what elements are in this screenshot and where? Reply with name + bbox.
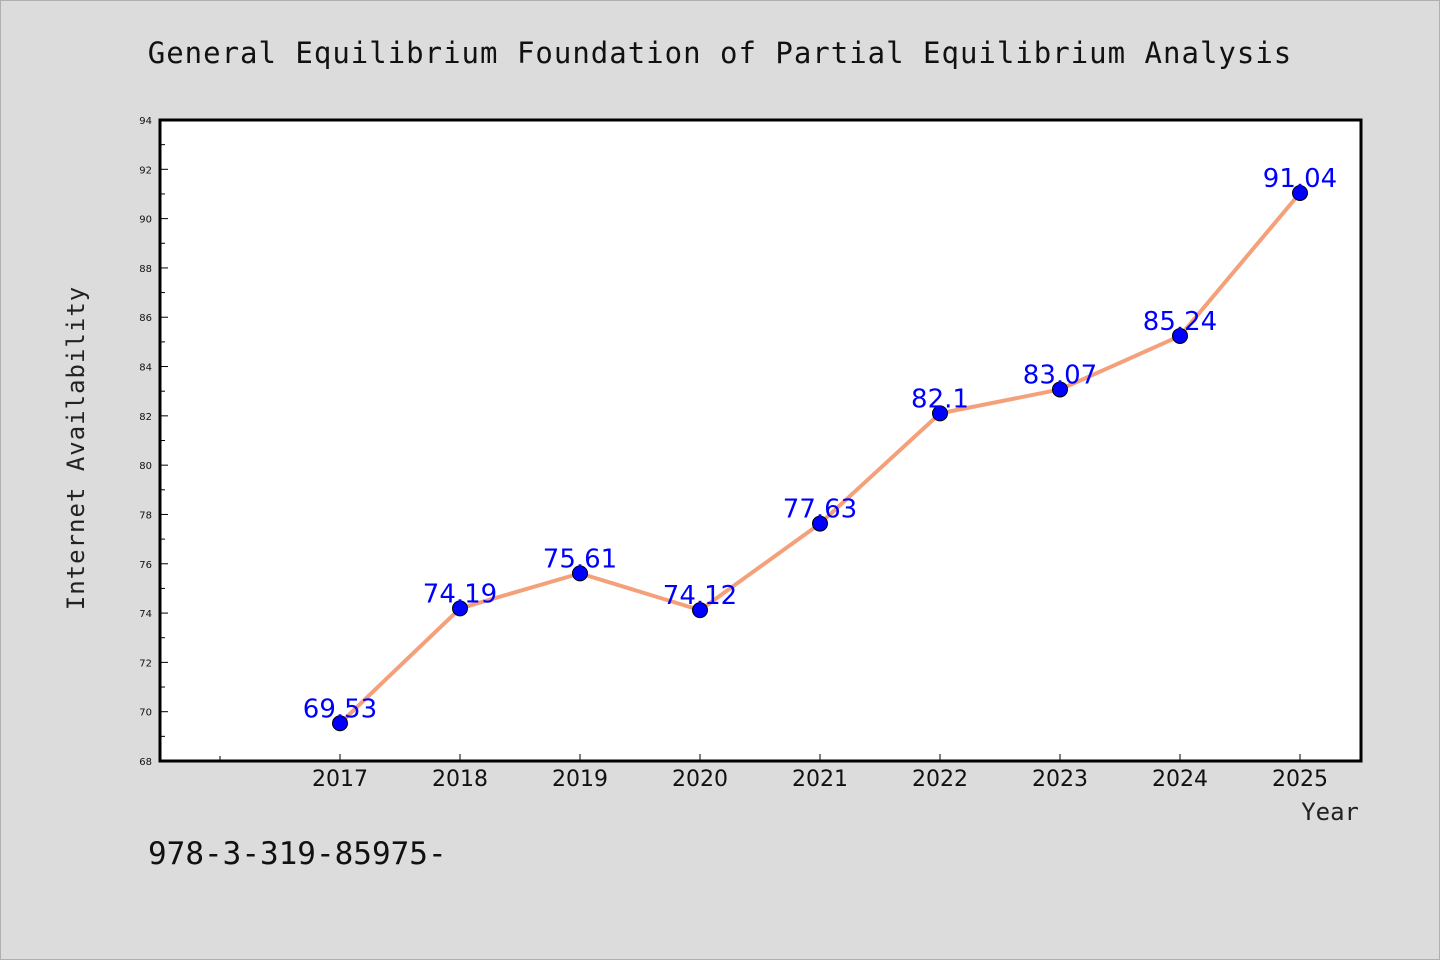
y-tick-label: 72 xyxy=(139,658,152,669)
y-tick-label: 76 xyxy=(139,560,152,571)
y-axis-label: Internet Availability xyxy=(62,286,90,610)
y-tick-label: 80 xyxy=(139,461,152,472)
data-markers xyxy=(332,184,1308,732)
y-tick-label: 78 xyxy=(139,510,152,521)
x-tick-label: 2017 xyxy=(312,767,368,792)
data-point xyxy=(332,715,348,732)
data-label: 83.07 xyxy=(1023,360,1097,390)
y-tick-label: 70 xyxy=(139,708,152,719)
chart-title: General Equilibrium Foundation of Partia… xyxy=(148,36,1293,70)
x-tick-label: 2023 xyxy=(1032,767,1088,792)
data-label: 85.24 xyxy=(1143,307,1217,337)
x-axis-label: Year xyxy=(1301,798,1359,826)
y-tick-label: 68 xyxy=(139,757,152,768)
data-point xyxy=(1052,381,1068,398)
data-label: 74.12 xyxy=(663,581,737,611)
data-point xyxy=(572,565,588,582)
x-tick-label: 2020 xyxy=(672,767,728,792)
footer-isbn-text: 978-3-319-85975- xyxy=(148,836,447,872)
data-labels: 69.53 74.19 75.61 74.12 77.63 82.1 83.07 85.24 9… xyxy=(303,164,1337,724)
data-label: 82.1 xyxy=(911,384,969,414)
y-tick-label: 92 xyxy=(139,165,152,176)
y-tick-label: 94 xyxy=(139,116,152,127)
x-axis-ticks: 2017 2018 2019 2020 2021 2022 2023 2024 2025 xyxy=(219,754,1328,792)
data-point xyxy=(452,600,468,617)
y-tick-label: 74 xyxy=(139,609,152,620)
data-point xyxy=(932,405,948,422)
data-point xyxy=(1292,184,1308,201)
data-label: 69.53 xyxy=(303,694,377,724)
x-tick-label: 2018 xyxy=(432,767,488,792)
plot-area xyxy=(158,118,1363,763)
y-tick-label: 90 xyxy=(139,215,152,226)
y-axis-ticks: 68 70 72 74 76 78 80 82 84 86 88 90 92 94 xyxy=(139,116,168,768)
data-label: 75.61 xyxy=(543,544,617,574)
y-tick-label: 82 xyxy=(139,412,152,423)
data-point xyxy=(692,602,708,619)
x-tick-label: 2019 xyxy=(552,767,608,792)
data-label: 77.63 xyxy=(783,495,857,525)
data-point xyxy=(1172,327,1188,344)
y-tick-label: 88 xyxy=(139,264,152,275)
data-point xyxy=(812,515,828,532)
x-tick-label: 2024 xyxy=(1152,767,1208,792)
y-tick-label: 84 xyxy=(139,363,152,374)
y-tick-label: 86 xyxy=(139,313,152,324)
x-tick-label: 2022 xyxy=(912,767,968,792)
data-label: 91.04 xyxy=(1263,164,1337,194)
data-label: 74.19 xyxy=(423,579,497,609)
x-tick-label: 2021 xyxy=(792,767,848,792)
x-tick-label: 2025 xyxy=(1272,767,1328,792)
